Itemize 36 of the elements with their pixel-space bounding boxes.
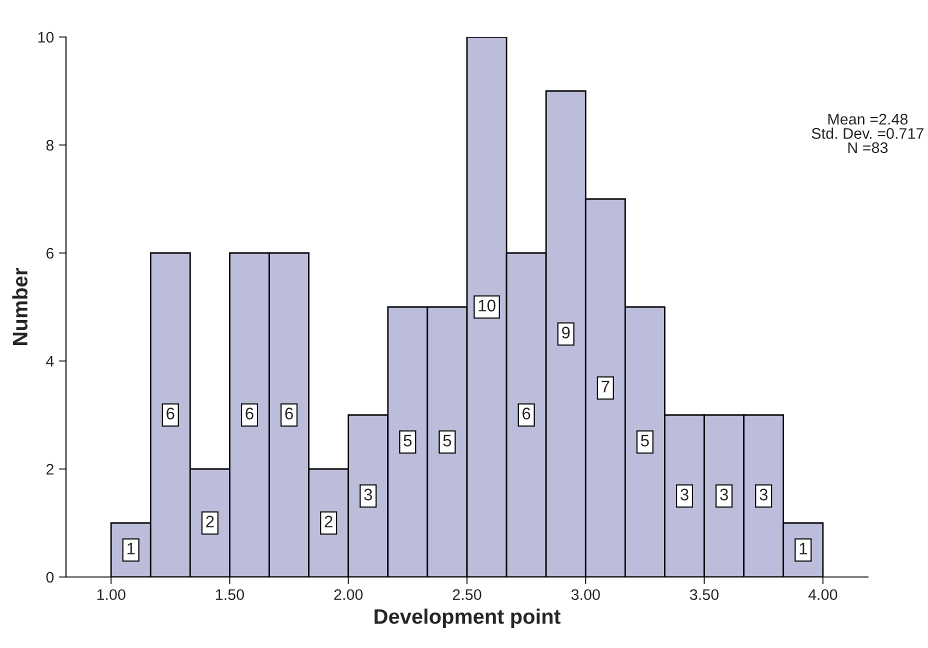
- y-tick-label: 4: [46, 356, 54, 367]
- data-label: 1: [127, 542, 135, 554]
- data-label: 6: [166, 408, 174, 420]
- data-label: 6: [522, 408, 530, 420]
- data-label: 5: [640, 434, 649, 446]
- data-label: 3: [760, 488, 768, 500]
- x-tick-label: 2.00: [334, 589, 363, 600]
- data-label: 6: [285, 408, 293, 420]
- x-tick-label: 3.50: [690, 589, 719, 600]
- data-label: 5: [404, 434, 412, 446]
- y-tick-label: 6: [46, 248, 54, 259]
- data-label: 10: [478, 300, 496, 312]
- data-label: 2: [206, 516, 214, 528]
- x-tick-label: 1.00: [97, 589, 126, 600]
- x-tick-label: 1.50: [216, 589, 244, 600]
- data-label: 9: [562, 326, 570, 338]
- y-tick-label: 2: [46, 464, 54, 475]
- data-label: 3: [680, 488, 688, 500]
- data-label: 5: [443, 434, 452, 446]
- annotation: Std. Dev. =0.717: [812, 128, 924, 139]
- y-tick-label: 0: [46, 572, 54, 583]
- data-label: 3: [720, 488, 728, 500]
- x-tick-label: 4.00: [808, 589, 838, 600]
- x-axis-title: Development point: [374, 608, 561, 628]
- data-label: 7: [602, 380, 610, 392]
- annotation: N =83: [848, 142, 888, 154]
- data-label: 2: [324, 516, 332, 528]
- y-tick-label: 10: [38, 32, 54, 43]
- x-tick-label: 2.50: [452, 589, 482, 600]
- y-axis-title: Number: [12, 268, 28, 345]
- data-label: 6: [246, 408, 254, 420]
- data-label: 1: [800, 542, 807, 554]
- data-label: 3: [364, 488, 372, 500]
- annotation: Mean =2.48: [828, 114, 908, 125]
- y-tick-label: 8: [46, 140, 54, 151]
- x-tick-label: 3.00: [571, 589, 600, 600]
